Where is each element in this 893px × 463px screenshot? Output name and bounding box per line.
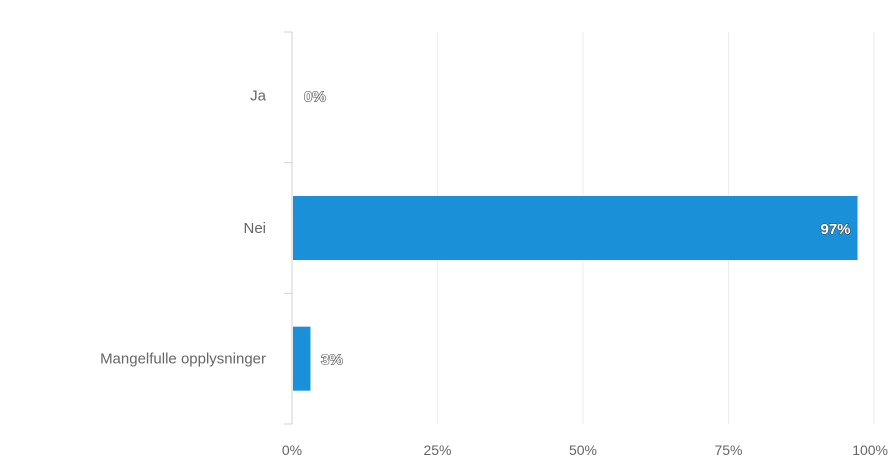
- x-tick-label: 25%: [423, 442, 451, 458]
- x-tick-labels: 0% 25% 50% 75% 100%: [282, 442, 888, 458]
- category-label: Nei: [243, 220, 266, 237]
- x-tick-label: 100%: [852, 442, 888, 458]
- bar: [293, 196, 858, 260]
- x-tick-label: 0%: [282, 442, 302, 458]
- category-labels: Ja Nei Mangelfulle opplysninger: [100, 87, 267, 367]
- data-label: 97%: [821, 221, 851, 238]
- category-label: Mangelfulle opplysninger: [100, 351, 266, 368]
- category-label: Ja: [250, 87, 267, 104]
- x-tick-label: 75%: [714, 442, 742, 458]
- x-tick-label: 50%: [569, 442, 597, 458]
- data-label: 3%: [321, 352, 343, 369]
- y-axis: [284, 31, 293, 425]
- data-label: 0%: [304, 88, 326, 105]
- data-labels: 0% 97% 3%: [303, 88, 851, 369]
- bars: [293, 196, 858, 391]
- bar: [293, 326, 311, 391]
